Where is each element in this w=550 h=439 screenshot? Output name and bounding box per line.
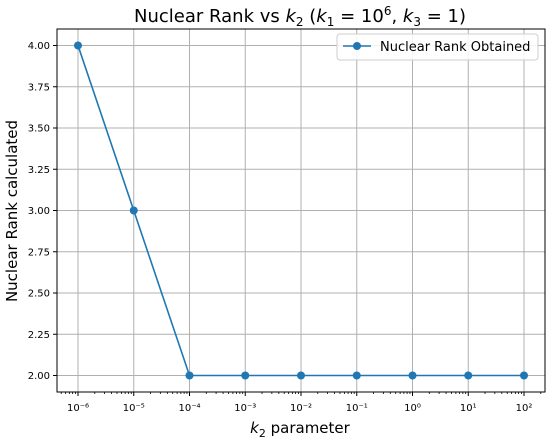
data-point: [129, 206, 138, 215]
data-point: [74, 41, 82, 50]
y-axis-ticks: 2.00 2.25 2.50 2.75 3.00 3.25 3.50 3.75 4.00: [28, 41, 57, 382]
data-point: [464, 371, 473, 380]
x-tick-label: 10⁻⁴: [178, 403, 200, 414]
x-tick-label: 10⁰: [404, 403, 421, 414]
y-tick-label: 2.25: [28, 330, 50, 341]
data-point: [352, 371, 361, 380]
y-tick-label: 2.00: [28, 371, 50, 382]
y-tick-label: 3.50: [28, 124, 50, 135]
y-tick-label: 4.00: [28, 41, 50, 52]
x-tick-label: 10⁻¹: [346, 403, 368, 414]
data-point: [520, 371, 528, 380]
x-axis-label: k2 parameter: [250, 419, 350, 439]
y-tick-label: 2.75: [28, 247, 50, 258]
x-tick-label: 10¹: [460, 403, 477, 414]
x-tick-label: 10⁻²: [290, 403, 312, 414]
legend-label: Nuclear Rank Obtained: [380, 40, 530, 55]
legend-marker: [353, 42, 361, 50]
x-tick-label: 10⁻⁶: [67, 403, 89, 414]
series-layer: [74, 41, 528, 380]
x-tick-label: 10²: [516, 403, 533, 414]
legend-box: [336, 33, 539, 61]
x-tick-label: 10⁻⁵: [123, 403, 145, 414]
x-tick-label: 10⁻³: [234, 403, 256, 414]
plot-frame: [56, 28, 546, 393]
y-tick-label: 2.50: [28, 289, 50, 300]
y-tick-label: 3.25: [28, 165, 50, 176]
data-point: [297, 371, 305, 380]
chart-title: Nuclear Rank vs k2 (k1 = 106, k3 = 1): [134, 4, 466, 29]
x-axis-ticks: 10⁻⁶ 10⁻⁵ 10⁻⁴ 10⁻³ 10⁻² 10⁻¹ 10⁰ 10¹ 10²: [67, 392, 532, 414]
y-tick-label: 3.75: [28, 82, 50, 93]
data-point: [408, 371, 417, 380]
y-tick-label: 3.00: [28, 206, 50, 217]
legend: Nuclear Rank Obtained: [336, 33, 539, 61]
data-point: [241, 371, 250, 380]
grid: [57, 29, 545, 392]
y-axis-label: Nuclear Rank calculated: [3, 120, 21, 302]
data-point: [185, 371, 194, 380]
